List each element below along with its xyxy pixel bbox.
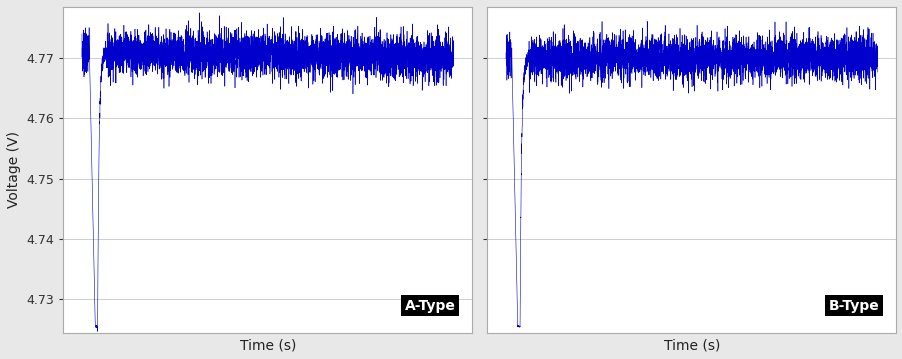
X-axis label: Time (s): Time (s) — [663, 338, 719, 352]
Y-axis label: Voltage (V): Voltage (V) — [7, 131, 21, 208]
Text: B-Type: B-Type — [828, 299, 879, 313]
Text: A-Type: A-Type — [404, 299, 456, 313]
X-axis label: Time (s): Time (s) — [239, 338, 296, 352]
